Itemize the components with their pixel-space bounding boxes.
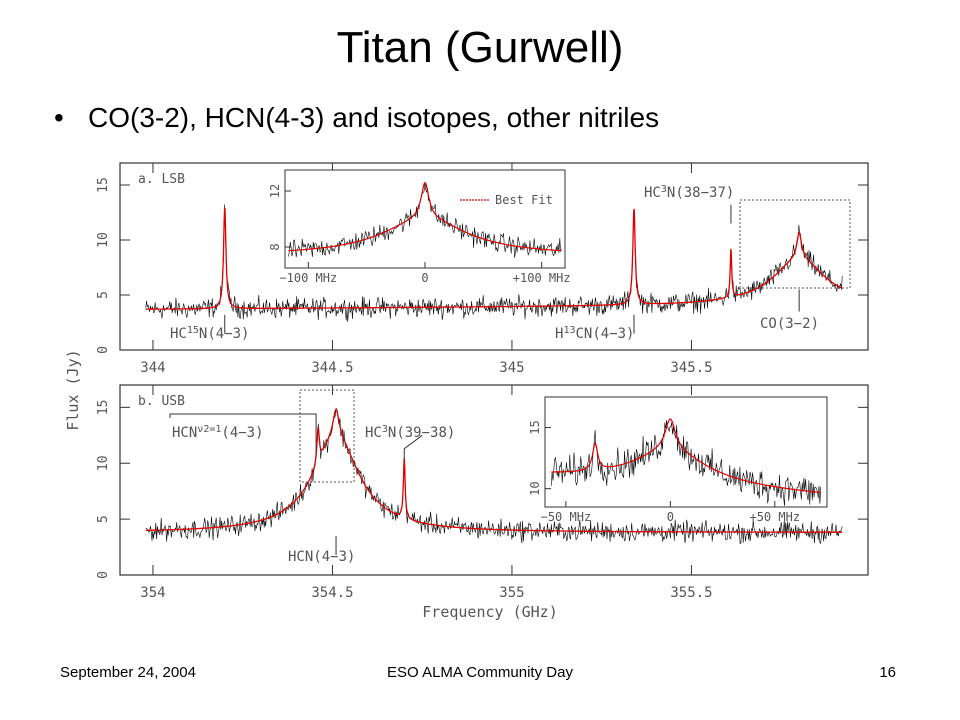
spectrum-fit-lsb [145, 207, 843, 310]
legend-label: Best Fit [495, 193, 553, 207]
slide-title: Titan (Gurwell) [336, 23, 624, 72]
x-tick-label: 345.5 [670, 360, 712, 376]
inset-fit [551, 418, 821, 494]
y-tick-label: 15 [96, 177, 111, 193]
inset-lsb: −100 MHz 0 +100 MHz 8 12 Best Fit [268, 169, 571, 285]
y-tick-label: 0 [96, 346, 111, 354]
y-tick-label: 5 [96, 291, 111, 299]
inset-x-tick-label: 0 [667, 510, 674, 524]
footer-date: September 24, 2004 [60, 664, 196, 681]
inset-y-tick-label: 15 [528, 420, 542, 434]
x-axis-label: Frequency (GHz) [422, 603, 557, 621]
y-tick-label: 10 [96, 232, 111, 248]
inset-x-tick-label: 0 [421, 271, 428, 285]
line-label-co: CO(3−2) [760, 316, 819, 332]
plot-frame-lsb [119, 162, 869, 351]
panel-lsb: 0 5 10 15 344 344.5 345 345.5 a. LSB HC15N(4−3) H1… [96, 162, 869, 376]
y-tick-label: 10 [96, 455, 111, 471]
inset-x-tick-label: +50 MHz [749, 510, 800, 524]
x-tick-label: 354.5 [311, 585, 353, 601]
footer-page-number: 16 [879, 664, 896, 681]
line-label-h13cn: H13CN(4−3) [555, 325, 635, 342]
x-tick-label: 354 [140, 585, 165, 601]
line-label-hc3n-38-37: HC3N(38−37) [644, 184, 734, 201]
line-label-hcn-v2: HCNν2=1(4−3) [172, 424, 264, 441]
line-marker [403, 434, 423, 461]
inset-x-tick-label: −100 MHz [279, 271, 337, 285]
inset-frame [284, 169, 566, 269]
inset-y-tick-label: 12 [268, 184, 282, 198]
y-tick-label: 5 [96, 515, 111, 523]
panel-label: b. USB [138, 394, 185, 409]
bullet-dot: • [54, 102, 64, 133]
y-tick-label: 0 [96, 571, 111, 579]
zoom-region-box [299, 389, 355, 483]
footer-event: ESO ALMA Community Day [387, 664, 573, 681]
bullet-text: CO(3-2), HCN(4-3) and isotopes, other ni… [88, 102, 660, 133]
line-label-hcn: HCN(4−3) [288, 549, 355, 565]
inset-data [288, 183, 562, 258]
x-tick-label: 355.5 [670, 585, 712, 601]
panel-usb: 0 5 10 15 354 354.5 355 355.5 b. USB HCNν2=1(4−3)… [96, 384, 869, 601]
y-tick-label: 15 [96, 400, 111, 416]
inset-x-tick-label: +100 MHz [513, 271, 571, 285]
line-marker [169, 413, 317, 453]
x-tick-label: 344.5 [311, 360, 353, 376]
inset-usb: −50 MHz 0 +50 MHz 10 15 [528, 396, 828, 524]
inset-y-tick-label: 10 [528, 481, 542, 495]
y-axis-label: Flux (Jy) [64, 349, 82, 430]
x-tick-label: 355 [499, 585, 524, 601]
panel-label: a. LSB [138, 172, 185, 187]
inset-fit [288, 181, 562, 252]
spectrum-fit-usb [145, 408, 843, 533]
zoom-region-box [739, 199, 851, 289]
bullet-item: • CO(3-2), HCN(4-3) and isotopes, other n… [54, 98, 659, 138]
inset-x-tick-label: −50 MHz [541, 510, 592, 524]
spectrum-data-lsb [145, 204, 843, 322]
inset-y-tick-label: 8 [268, 243, 282, 250]
line-label-hc3n-39-38: HC3N(39−38) [365, 424, 455, 441]
spectrum-figure-svg: 0 5 10 15 344 344.5 345 345.5 a. LSB HC15N(4−3) H1… [60, 155, 880, 635]
x-tick-label: 345 [499, 360, 524, 376]
spectrum-figure: 0 5 10 15 344 344.5 345 345.5 a. LSB HC15N(4−3) H1… [60, 155, 880, 635]
x-tick-label: 344 [140, 360, 165, 376]
plot-frame-usb [119, 384, 869, 576]
line-label-hc15n: HC15N(4−3) [170, 325, 249, 342]
spectrum-data-usb [145, 407, 843, 545]
